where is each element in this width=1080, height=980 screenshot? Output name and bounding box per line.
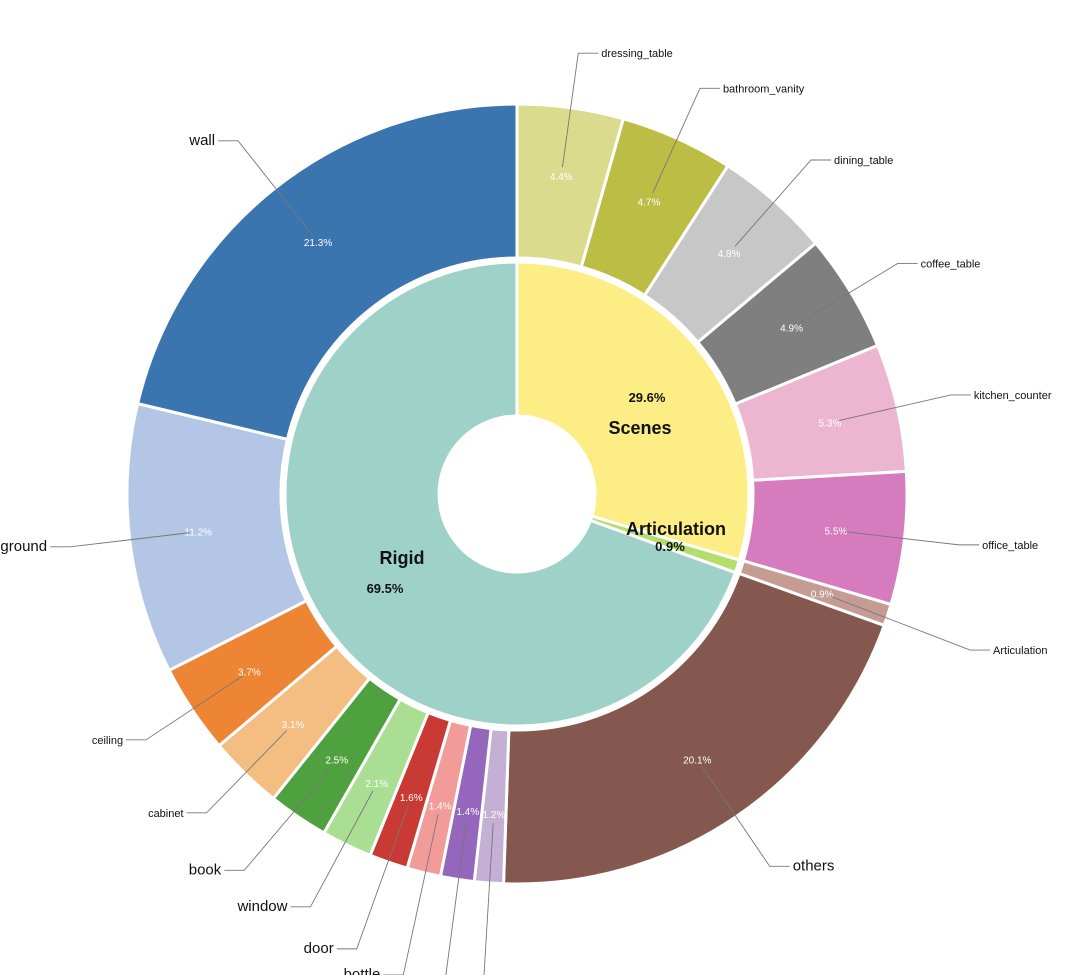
outer-name-label-wall: wall bbox=[188, 132, 215, 149]
outer-pct-label-articulation: 0.9% bbox=[811, 590, 834, 601]
leader-line-coffee-table bbox=[799, 263, 918, 324]
leader-line-bathroom-vanity bbox=[652, 87, 720, 194]
inner-pct-label-scenes: 29.6% bbox=[629, 390, 666, 405]
outer-name-label-ground: ground bbox=[0, 538, 47, 555]
outer-pct-label-door: 1.6% bbox=[400, 793, 423, 804]
outer-name-label-book: book bbox=[189, 861, 222, 878]
outer-pct-label-office-table: 5.5% bbox=[824, 527, 847, 538]
inner-name-label-scenes: Scenes bbox=[608, 418, 671, 438]
leader-line-pillow bbox=[444, 820, 467, 980]
outer-name-label-bottle: bottle bbox=[344, 966, 381, 975]
outer-name-label-dressing-table: dressing_table bbox=[601, 48, 673, 60]
leader-line-ground bbox=[50, 532, 190, 548]
outer-pct-label-ceiling: 3.7% bbox=[238, 667, 261, 678]
outer-name-label-coffee-table: coffee_table bbox=[921, 258, 981, 270]
leader-line-ceiling bbox=[126, 675, 243, 741]
inner-name-label-articulation: Articulation bbox=[626, 519, 726, 539]
leader-line-book bbox=[224, 766, 333, 871]
outer-pct-label-pillow: 1.4% bbox=[456, 807, 479, 818]
outer-pct-label-cabinet: 3.1% bbox=[282, 720, 305, 731]
outer-name-label-bathroom-vanity: bathroom_vanity bbox=[723, 83, 805, 95]
leader-line-cabinet bbox=[186, 730, 288, 814]
outer-name-label-office-table: office_table bbox=[982, 540, 1038, 552]
outer-name-label-window: window bbox=[236, 898, 287, 915]
leader-line-plant bbox=[483, 823, 494, 980]
outer-ring bbox=[125, 102, 909, 886]
labels: 4.4% dressing_table 4.7% bathroom_vanity 4.8… bbox=[0, 48, 1052, 980]
outer-name-label-ceiling: ceiling bbox=[92, 735, 123, 747]
outer-name-label-articulation: Articulation bbox=[993, 645, 1047, 657]
outer-name-label-door: door bbox=[304, 940, 334, 957]
outer-name-label-cabinet: cabinet bbox=[148, 808, 183, 820]
leader-line-office-table bbox=[844, 531, 980, 546]
outer-pct-label-bathroom-vanity: 4.7% bbox=[638, 197, 661, 208]
inner-pct-label-rigid: 69.5% bbox=[367, 581, 404, 596]
outer-pct-label-book: 2.5% bbox=[325, 756, 348, 767]
inner-pct-label-articulation: 0.9% bbox=[655, 539, 685, 554]
ring-separator bbox=[280, 257, 754, 731]
inner-ring bbox=[280, 257, 754, 731]
leader-line-kitchen-counter bbox=[838, 394, 971, 422]
leader-line-others bbox=[701, 766, 790, 867]
leader-line-door bbox=[336, 805, 409, 950]
outer-name-label-others: others bbox=[793, 857, 835, 874]
outer-name-label-dining-table: dining_table bbox=[834, 155, 893, 167]
outer-pct-label-dressing-table: 4.4% bbox=[550, 172, 573, 183]
leader-line-dressing-table bbox=[561, 52, 599, 168]
leader-line-articulation bbox=[830, 595, 991, 651]
outer-pct-label-kitchen-counter: 5.3% bbox=[819, 419, 842, 430]
leader-line-dining-table bbox=[734, 159, 832, 247]
outer-pct-label-others: 20.1% bbox=[683, 756, 711, 767]
outer-pct-label-window: 2.1% bbox=[365, 779, 388, 790]
outer-pct-label-wall: 21.3% bbox=[304, 238, 332, 249]
outer-pct-label-dining-table: 4.8% bbox=[718, 249, 741, 260]
outer-pct-label-bottle: 1.4% bbox=[429, 802, 452, 813]
outer-pct-label-coffee-table: 4.9% bbox=[780, 324, 803, 335]
outer-name-label-kitchen-counter: kitchen_counter bbox=[974, 390, 1052, 402]
leader-line-wall bbox=[218, 140, 313, 236]
outer-pct-label-ground: 11.2% bbox=[184, 528, 212, 539]
outer-pct-label-plant: 1.2% bbox=[482, 810, 505, 821]
leader-line-window bbox=[290, 790, 374, 908]
inner-name-label-rigid: Rigid bbox=[380, 548, 425, 568]
